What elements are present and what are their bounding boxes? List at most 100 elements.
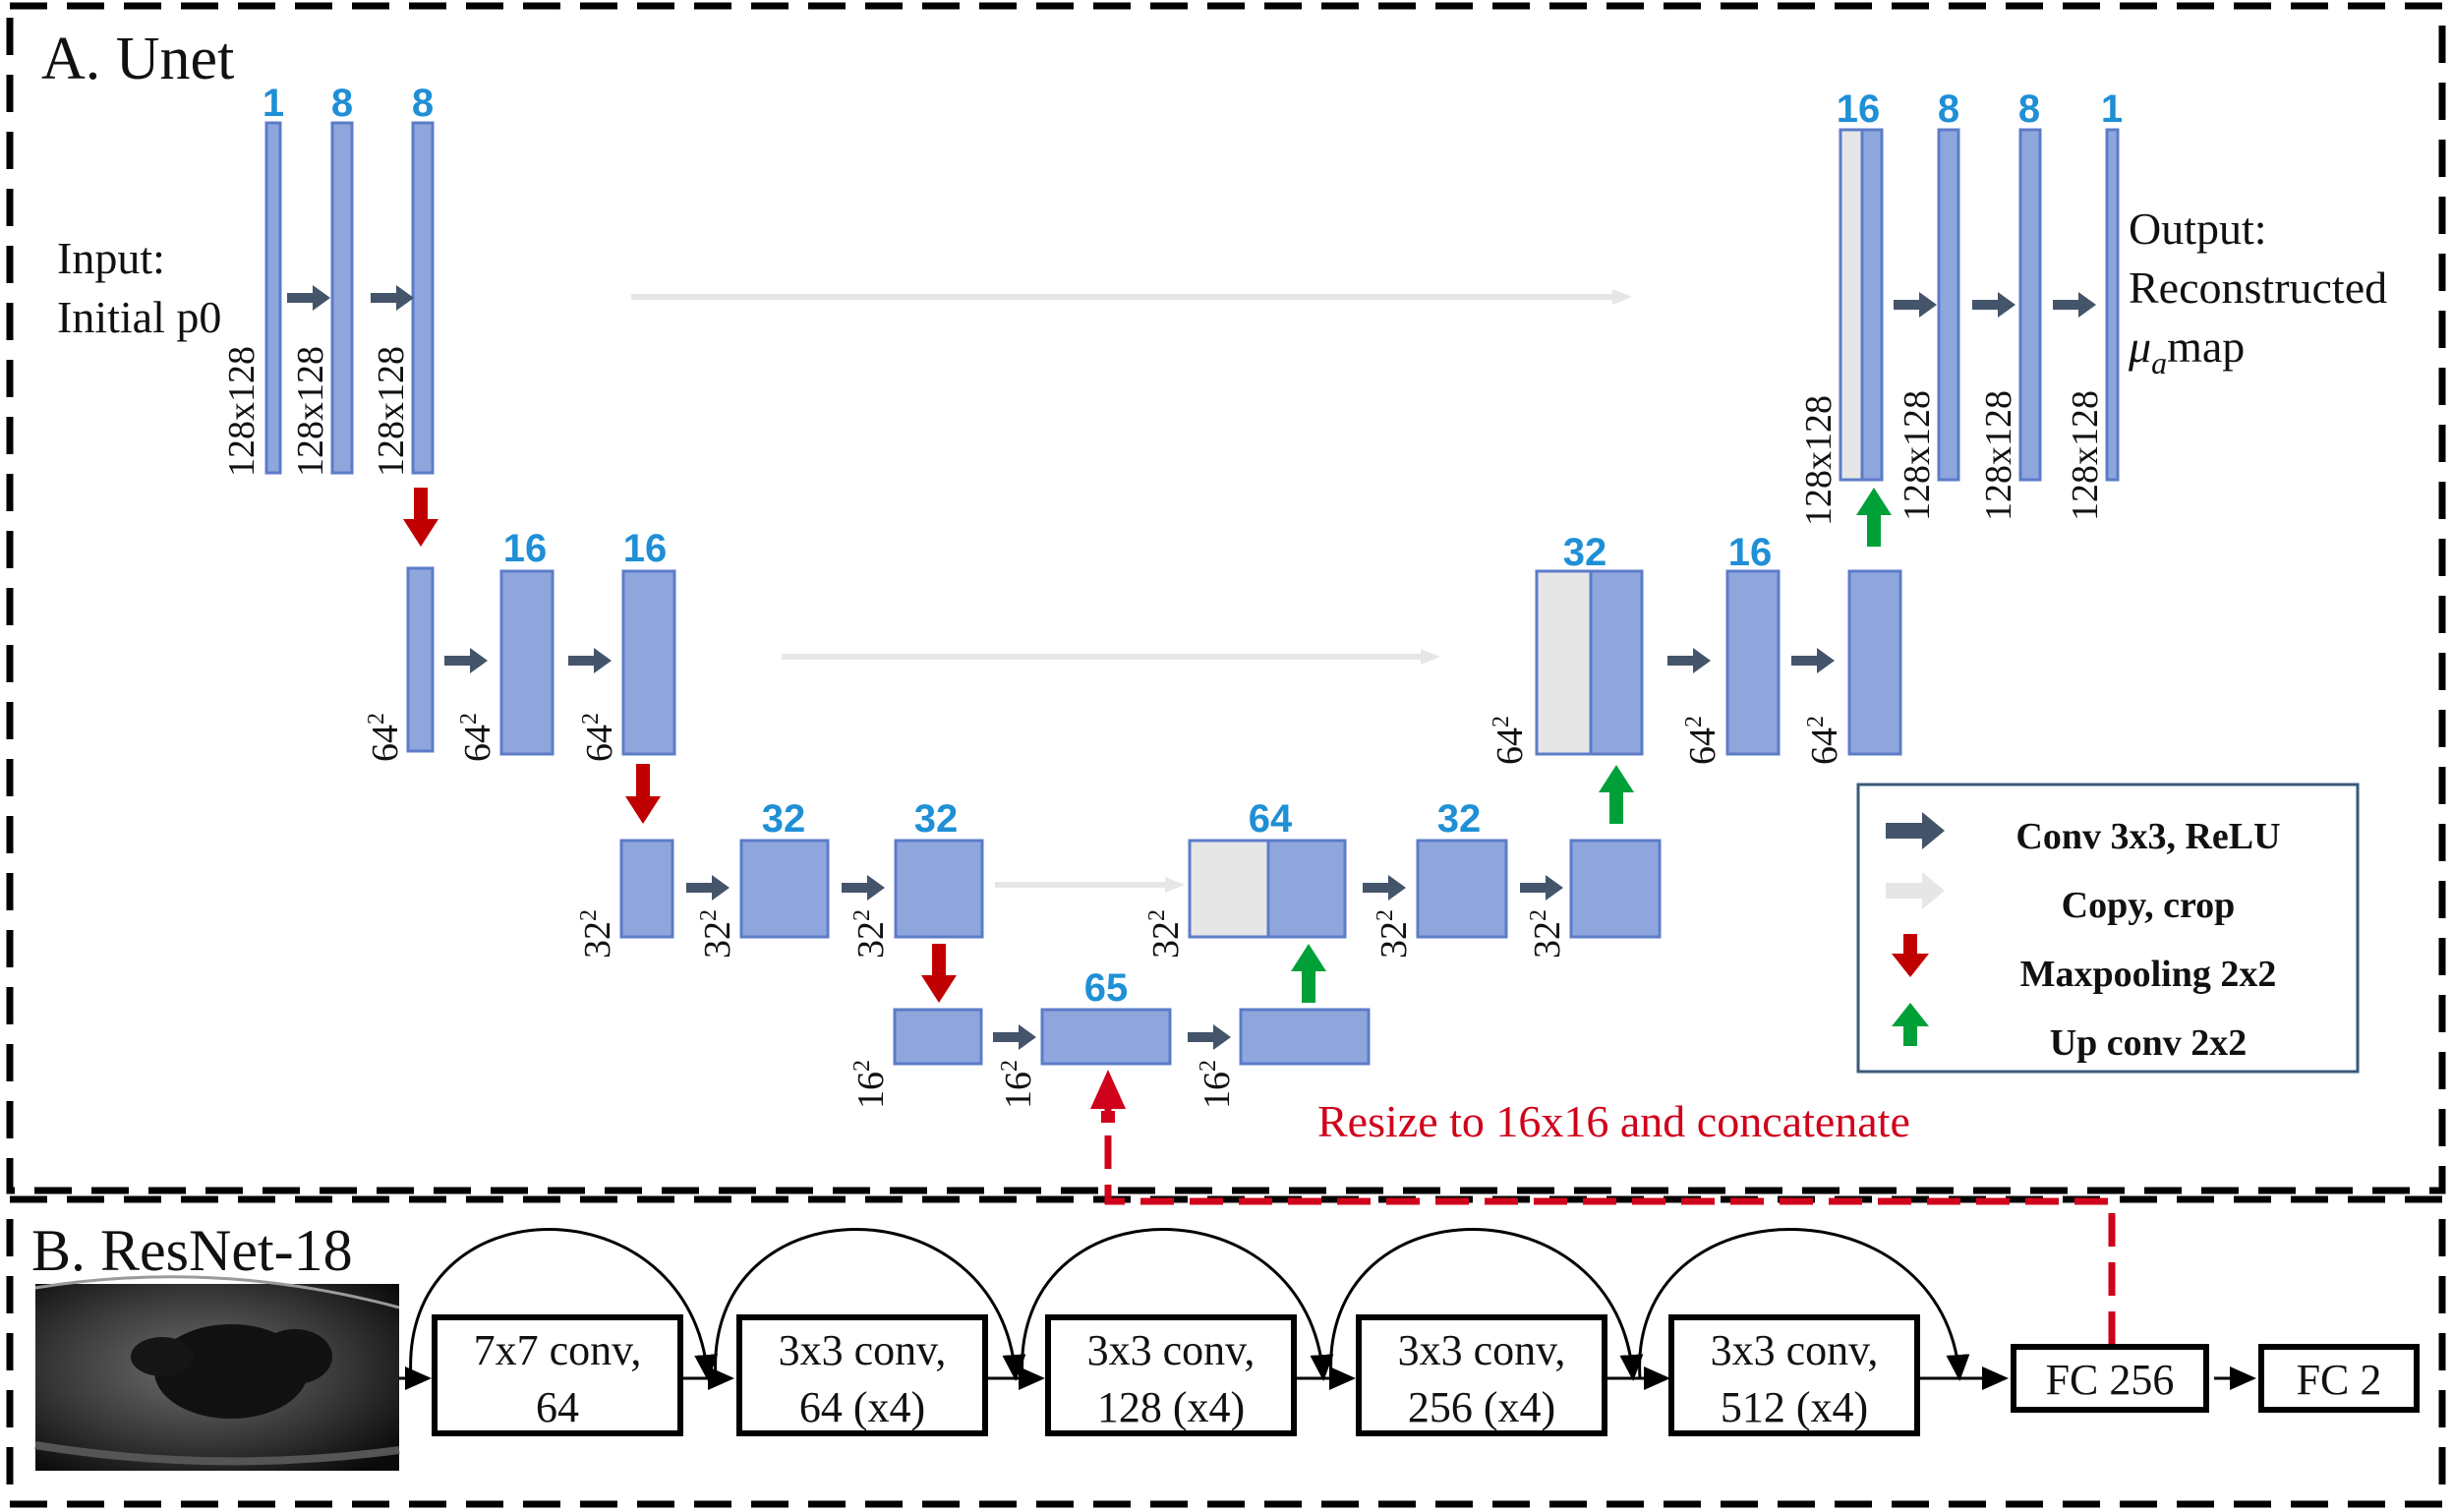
channel-label-d1d: 1 bbox=[2101, 87, 2123, 131]
unet-title: A. Unet bbox=[41, 26, 234, 92]
resnet-block-1-line2: 64 bbox=[536, 1383, 579, 1431]
feature-map-e1a bbox=[264, 121, 282, 475]
resnet-panel-frame bbox=[6, 1195, 2446, 1508]
conv-arrow-icon bbox=[287, 285, 330, 311]
dim-label-d3b: 322 bbox=[1373, 909, 1415, 959]
feature-map-e2b bbox=[499, 569, 555, 756]
feature-map-b3 bbox=[1239, 1008, 1371, 1066]
legend-label-copy: Copy, crop bbox=[2062, 885, 2236, 926]
ultrasound-input-image bbox=[34, 1275, 400, 1471]
dim-label-d1c: 128x128 bbox=[1978, 390, 2019, 521]
maxpool-arrows bbox=[403, 488, 957, 1003]
feature-map-d3b bbox=[1416, 839, 1508, 939]
maxpool-arrow-icon bbox=[921, 944, 957, 1003]
resnet-block-5-box bbox=[1668, 1314, 1920, 1436]
resnet-block-1: 7x7 conv, 64 bbox=[432, 1314, 683, 1436]
channel-label-d3b: 32 bbox=[1437, 797, 1482, 841]
resnet-block-2-line2: 64 (x4) bbox=[799, 1383, 925, 1431]
dim-label-e1a: 128x128 bbox=[221, 346, 263, 477]
resnet-block-5-line2: 512 (x4) bbox=[1721, 1383, 1868, 1431]
dim-label-e3a: 322 bbox=[576, 909, 618, 959]
channel-label-d1c: 8 bbox=[2018, 87, 2040, 131]
dim-label-e2c: 642 bbox=[578, 713, 620, 762]
channel-label-e3c: 32 bbox=[914, 797, 959, 841]
resnet-block-3: 3x3 conv, 128 (x4) bbox=[1045, 1314, 1297, 1436]
channel-label-d1a: 16 bbox=[1837, 87, 1881, 131]
feature-map-d1c bbox=[2018, 128, 2042, 482]
dim-label-d3c: 322 bbox=[1526, 909, 1568, 959]
dim-label-e1b: 128x128 bbox=[290, 346, 331, 477]
channel-label-e1a: 1 bbox=[263, 82, 284, 125]
feature-map-e1c bbox=[411, 121, 435, 475]
conv-arrow-icon bbox=[1972, 292, 2015, 318]
upconv-arrow-icon bbox=[1856, 488, 1892, 547]
maxpool-arrow-icon bbox=[403, 488, 438, 547]
maxpool-arrow-icon bbox=[625, 764, 661, 824]
copy-arrow-level1-head bbox=[1612, 289, 1632, 305]
channel-label-bottleneck: 65 bbox=[1084, 966, 1129, 1010]
map-word: map bbox=[2167, 321, 2245, 372]
mu-symbol: μ bbox=[2128, 321, 2151, 372]
encoder-level-3: 32 32 bbox=[619, 797, 984, 939]
dim-label-d1d: 128x128 bbox=[2065, 390, 2106, 521]
resnet-block-2-line1: 3x3 conv, bbox=[779, 1326, 947, 1374]
legend-label-upconv: Up conv 2x2 bbox=[2050, 1022, 2248, 1064]
copied-map-d2 bbox=[1535, 569, 1593, 756]
resnet-block-4-line1: 3x3 conv, bbox=[1398, 1326, 1566, 1374]
conv-arrow-icon bbox=[993, 1024, 1036, 1050]
conv-arrow-icon bbox=[686, 875, 730, 901]
fc-2-block: FC 2 bbox=[2258, 1344, 2420, 1413]
feature-map-d2a bbox=[1589, 569, 1644, 756]
dim-label-b2: 162 bbox=[997, 1060, 1039, 1109]
dim-label-b1: 162 bbox=[849, 1060, 892, 1109]
copied-map-d3 bbox=[1188, 839, 1270, 939]
fc-2-label: FC 2 bbox=[2297, 1356, 2382, 1404]
resize-connection: Resize to 16x16 and concatenate bbox=[1090, 1070, 2116, 1345]
legend-conv-arrow-icon bbox=[1886, 812, 1945, 849]
channel-label-e2b: 16 bbox=[503, 527, 548, 570]
feature-map-d3c bbox=[1569, 839, 1662, 939]
conv-arrow-icon bbox=[371, 285, 414, 311]
dim-label-b3: 162 bbox=[1196, 1060, 1238, 1109]
feature-map-d1d bbox=[2105, 128, 2120, 482]
feature-map-e1b bbox=[330, 121, 354, 475]
feature-map-e3b bbox=[739, 839, 830, 939]
channel-label-e1c: 8 bbox=[412, 82, 434, 125]
upconv-arrows bbox=[1291, 488, 1892, 1003]
feature-map-d2c bbox=[1847, 569, 1902, 756]
copy-crop-connections bbox=[631, 289, 1632, 893]
legend-copy-arrow-icon bbox=[1886, 872, 1945, 909]
channel-label-e2c: 16 bbox=[623, 527, 668, 570]
resnet-block-1-box bbox=[432, 1314, 683, 1436]
resnet-title: B. ResNet-18 bbox=[31, 1218, 353, 1283]
decoder-level-3: 64 32 bbox=[1188, 797, 1662, 939]
feature-map-e3c bbox=[894, 839, 984, 939]
dim-label-d2b: 642 bbox=[1681, 716, 1723, 765]
channel-label-d1b: 8 bbox=[1938, 87, 1959, 131]
resnet-block-2-box bbox=[736, 1314, 988, 1436]
resnet-block-4: 3x3 conv, 256 (x4) bbox=[1356, 1314, 1607, 1436]
resnet-block-5: 3x3 conv, 512 (x4) bbox=[1668, 1314, 1920, 1436]
feature-map-e2c bbox=[621, 569, 676, 756]
feature-map-e3a bbox=[619, 839, 674, 939]
dim-label-d2c: 642 bbox=[1803, 716, 1845, 765]
upconv-arrow-icon bbox=[1599, 765, 1634, 824]
channel-label-d2a: 32 bbox=[1563, 531, 1607, 574]
feature-map-d3a bbox=[1266, 839, 1347, 939]
resnet-block-3-box bbox=[1045, 1314, 1297, 1436]
decoder-level-1: 16 8 8 1 128x128 128x128 128x128 128x128 bbox=[1798, 87, 2123, 526]
fc-256-block: FC 256 bbox=[2011, 1344, 2209, 1413]
mu-subscript: a bbox=[2151, 345, 2167, 380]
resize-note: Resize to 16x16 and concatenate bbox=[1317, 1096, 1910, 1146]
dim-label-e3c: 322 bbox=[849, 909, 892, 959]
output-label-line2: Reconstructed bbox=[2129, 262, 2387, 313]
resnet-diagram: 7x7 conv, 64 3x3 conv, 64 (x4) 3x3 conv,… bbox=[34, 1228, 2420, 1471]
resnet-block-4-line2: 256 (x4) bbox=[1408, 1383, 1555, 1431]
squared-dim-labels: 642 642 642 642 642 642 322 322 322 322 … bbox=[364, 713, 1845, 1109]
output-label-line1: Output: bbox=[2129, 204, 2267, 254]
conv-arrow-icon bbox=[1894, 292, 1937, 318]
resnet-block-1-line1: 7x7 conv, bbox=[474, 1326, 642, 1374]
feature-map-b1 bbox=[893, 1008, 983, 1066]
dim-label-e1c: 128x128 bbox=[371, 346, 412, 477]
